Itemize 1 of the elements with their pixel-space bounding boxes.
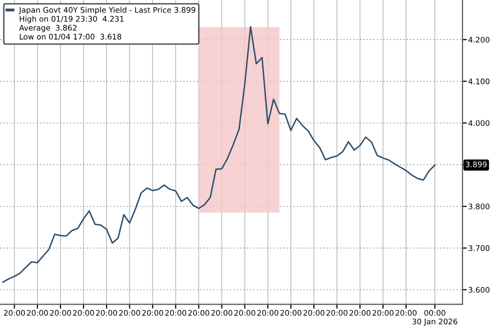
line-series <box>2 26 436 283</box>
